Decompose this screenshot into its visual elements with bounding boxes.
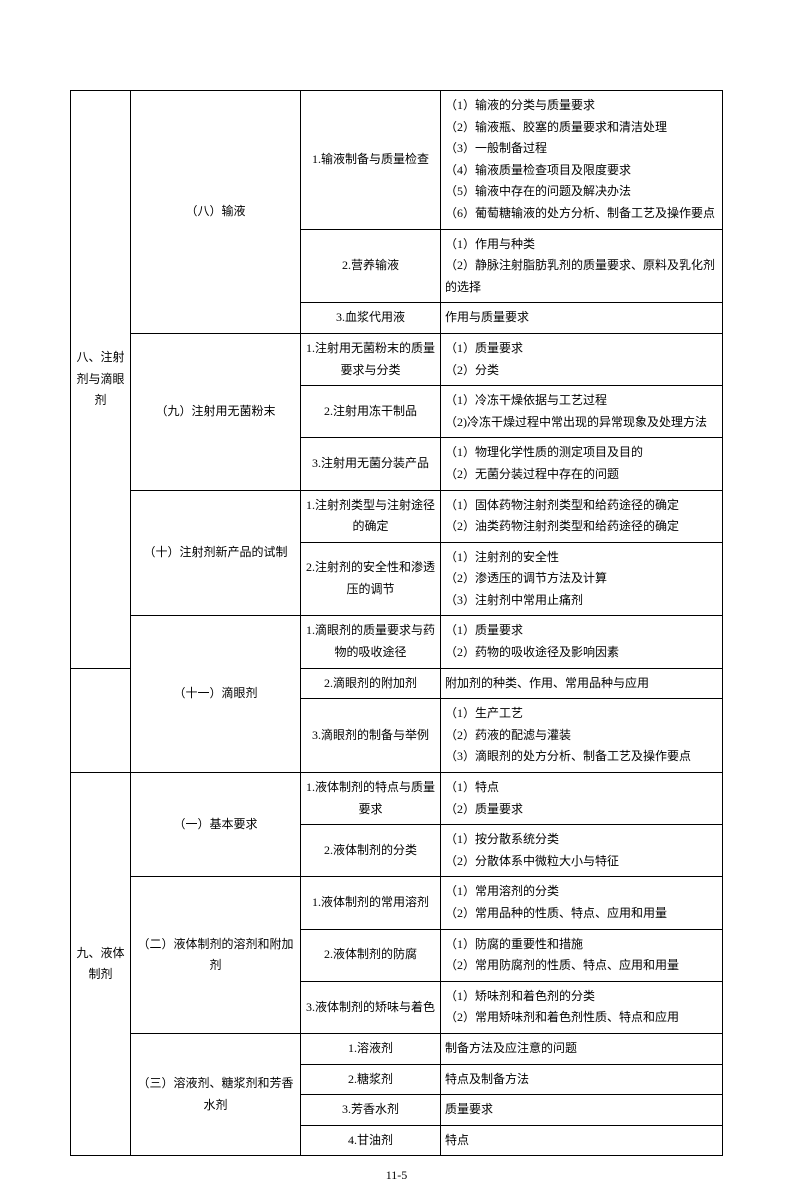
cell-topic: 1.溶液剂 (301, 1033, 441, 1064)
cell-topic: 3.芳香水剂 (301, 1095, 441, 1126)
cell-topic: 4.甘油剂 (301, 1125, 441, 1156)
cell-subsection: （九）注射用无菌粉末 (131, 333, 301, 490)
cell-detail: 特点 (441, 1125, 723, 1156)
cell-subsection: （三）溶液剂、糖浆剂和芳香水剂 (131, 1033, 301, 1155)
cell-topic: 2.注射剂的安全性和渗透压的调节 (301, 542, 441, 616)
syllabus-table: 八、注射剂与滴眼剂（八）输液1.输液制备与质量检查（1）输液的分类与质量要求（2… (70, 90, 723, 1156)
cell-detail: 质量要求 (441, 1095, 723, 1126)
cell-topic: 2.营养输液 (301, 229, 441, 303)
cell-detail: （1）作用与种类（2）静脉注射脂肪乳剂的质量要求、原料及乳化剂的选择 (441, 229, 723, 303)
cell-detail: （1）质量要求（2）药物的吸收途径及影响因素 (441, 616, 723, 668)
page-number: 11-5 (70, 1168, 723, 1183)
cell-subsection: （二）液体制剂的溶剂和附加剂 (131, 877, 301, 1034)
cell-detail: 作用与质量要求 (441, 303, 723, 334)
table-row: （十）注射剂新产品的试制1.注射剂类型与注射途径的确定（1）固体药物注射剂类型和… (71, 490, 723, 542)
cell-section: 八、注射剂与滴眼剂 (71, 91, 131, 669)
cell-topic: 2.液体制剂的防腐 (301, 929, 441, 981)
cell-subsection: （一）基本要求 (131, 773, 301, 877)
cell-detail: （1）按分散系统分类（2）分散体系中微粒大小与特征 (441, 825, 723, 877)
table-row: 八、注射剂与滴眼剂（八）输液1.输液制备与质量检查（1）输液的分类与质量要求（2… (71, 91, 723, 230)
cell-detail: （1）固体药物注射剂类型和给药途径的确定（2）油类药物注射剂类型和给药途径的确定 (441, 490, 723, 542)
cell-detail: （1）防腐的重要性和措施（2）常用防腐剂的性质、特点、应用和用量 (441, 929, 723, 981)
cell-detail: （1）冷冻干燥依据与工艺过程（2)冷冻干燥过程中常出现的异常现象及处理方法 (441, 386, 723, 438)
cell-subsection: （八）输液 (131, 91, 301, 334)
table-row: （十一）滴眼剂1.滴眼剂的质量要求与药物的吸收途径（1）质量要求（2）药物的吸收… (71, 616, 723, 668)
cell-detail: （1）输液的分类与质量要求（2）输液瓶、胶塞的质量要求和清洁处理（3）一般制备过… (441, 91, 723, 230)
cell-topic: 2.注射用冻干制品 (301, 386, 441, 438)
cell-detail: 附加剂的种类、作用、常用品种与应用 (441, 668, 723, 699)
table-row: 九、液体制剂（一）基本要求1.液体制剂的特点与质量要求（1）特点（2）质量要求 (71, 773, 723, 825)
cell-section: 九、液体制剂 (71, 773, 131, 1156)
cell-subsection: （十一）滴眼剂 (131, 616, 301, 773)
cell-topic: 1.注射剂类型与注射途径的确定 (301, 490, 441, 542)
cell-detail: （1）生产工艺（2）药液的配滤与灌装（3）滴眼剂的处方分析、制备工艺及操作要点 (441, 699, 723, 773)
cell-topic: 2.液体制剂的分类 (301, 825, 441, 877)
cell-topic: 2.糖浆剂 (301, 1064, 441, 1095)
cell-detail: 制备方法及应注意的问题 (441, 1033, 723, 1064)
cell-detail: 特点及制备方法 (441, 1064, 723, 1095)
cell-detail: （1）注射剂的安全性（2）渗透压的调节方法及计算（3）注射剂中常用止痛剂 (441, 542, 723, 616)
cell-topic: 2.滴眼剂的附加剂 (301, 668, 441, 699)
cell-topic: 3.血浆代用液 (301, 303, 441, 334)
cell-detail: （1）常用溶剂的分类（2）常用品种的性质、特点、应用和用量 (441, 877, 723, 929)
cell-detail: （1）矫味剂和着色剂的分类（2）常用矫味剂和着色剂性质、特点和应用 (441, 981, 723, 1033)
cell-topic: 1.液体制剂的特点与质量要求 (301, 773, 441, 825)
cell-topic: 3.滴眼剂的制备与举例 (301, 699, 441, 773)
cell-topic: 1.液体制剂的常用溶剂 (301, 877, 441, 929)
table-row: （三）溶液剂、糖浆剂和芳香水剂1.溶液剂制备方法及应注意的问题 (71, 1033, 723, 1064)
cell-topic: 1.注射用无菌粉末的质量要求与分类 (301, 333, 441, 385)
cell-topic: 1.滴眼剂的质量要求与药物的吸收途径 (301, 616, 441, 668)
cell-detail: （1）质量要求（2）分类 (441, 333, 723, 385)
cell-topic: 1.输液制备与质量检查 (301, 91, 441, 230)
table-row: （九）注射用无菌粉末1.注射用无菌粉末的质量要求与分类（1）质量要求（2）分类 (71, 333, 723, 385)
cell-detail: （1）物理化学性质的测定项目及目的（2）无菌分装过程中存在的问题 (441, 438, 723, 490)
table-body: 八、注射剂与滴眼剂（八）输液1.输液制备与质量检查（1）输液的分类与质量要求（2… (71, 91, 723, 1156)
table-row: （二）液体制剂的溶剂和附加剂1.液体制剂的常用溶剂（1）常用溶剂的分类（2）常用… (71, 877, 723, 929)
cell-section (71, 668, 131, 772)
cell-detail: （1）特点（2）质量要求 (441, 773, 723, 825)
cell-topic: 3.注射用无菌分装产品 (301, 438, 441, 490)
cell-topic: 3.液体制剂的矫味与着色 (301, 981, 441, 1033)
cell-subsection: （十）注射剂新产品的试制 (131, 490, 301, 616)
